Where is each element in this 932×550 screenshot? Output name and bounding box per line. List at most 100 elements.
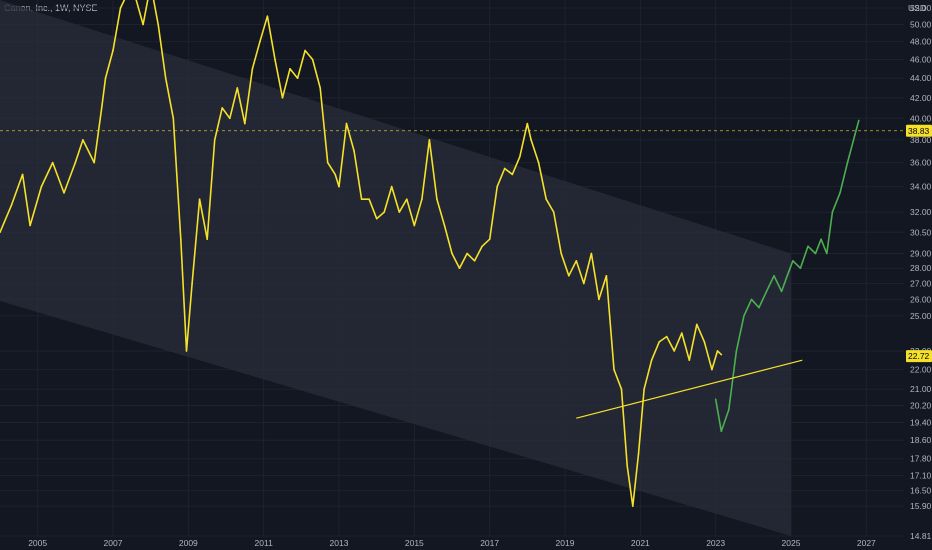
level-price-badge: 38.83 (908, 126, 930, 136)
price-point (620, 388, 623, 391)
price-point (236, 87, 239, 89)
price-point (221, 107, 223, 109)
price-point (632, 505, 634, 507)
price-point (696, 323, 698, 326)
price-point (703, 341, 706, 343)
price-point (780, 290, 783, 293)
price-point (743, 315, 745, 317)
x-tick-label: 2011 (255, 538, 274, 548)
price-point (605, 275, 608, 277)
y-tick-label: 34.00 (910, 182, 932, 192)
price-point (537, 161, 540, 164)
price-point (511, 173, 514, 176)
x-tick-label: 2027 (857, 538, 876, 548)
y-tick-label: 42.00 (910, 93, 932, 103)
y-tick-label: 28.00 (910, 263, 932, 273)
price-point (831, 211, 834, 213)
price-point (296, 77, 299, 79)
price-point (229, 117, 231, 120)
x-tick-label: 2009 (179, 538, 198, 548)
support-trendline (576, 359, 803, 419)
price-point (304, 49, 306, 52)
price-point (568, 275, 570, 277)
channel-area (0, 0, 791, 536)
price-point (436, 198, 438, 200)
price-point (858, 119, 860, 122)
price-point (266, 15, 269, 17)
y-tick-label: 30.50 (910, 227, 932, 237)
price-point (792, 260, 794, 262)
y-tick-label: 19.40 (910, 418, 932, 428)
x-tick-label: 2019 (556, 538, 575, 548)
price-point (552, 211, 555, 213)
price-point (390, 185, 393, 188)
y-tick-label: 15.90 (910, 501, 932, 511)
price-point (714, 398, 717, 401)
price-point (545, 198, 547, 200)
current-price-badge-bg (906, 350, 932, 363)
price-point (814, 252, 817, 255)
price-point (198, 198, 201, 200)
price-point (773, 275, 775, 277)
price-point (213, 139, 216, 141)
regression-channel (0, 0, 791, 536)
price-point (613, 368, 615, 371)
y-tick-label: 27.00 (910, 279, 932, 289)
x-tick-label: 2023 (706, 538, 725, 548)
price-point (658, 341, 660, 343)
price-point (398, 211, 401, 213)
price-point (142, 23, 144, 26)
price-point (82, 139, 84, 141)
price-point (799, 267, 802, 270)
price-point (244, 122, 246, 125)
price-point (93, 161, 95, 164)
y-axis: 14.81 15.90 16.50 17.10 17.80 18.60 19.40 20.20… (906, 3, 932, 541)
price-point (637, 453, 640, 455)
price-point (503, 167, 506, 170)
x-tick-label: 2005 (28, 538, 47, 548)
chart-overlays (0, 130, 904, 419)
price-point (735, 350, 738, 352)
x-tick-label: 2015 (405, 538, 424, 548)
price-point (338, 185, 340, 188)
price-point (119, 7, 122, 9)
currency-label: USD (908, 3, 926, 13)
price-point (598, 298, 600, 301)
price-point (157, 23, 159, 26)
y-tick-label: 16.50 (910, 486, 932, 496)
price-point (530, 139, 532, 141)
y-tick-label: 38.00 (910, 135, 932, 145)
price-point (413, 224, 416, 227)
price-point (0, 231, 1, 234)
price-point (728, 408, 730, 411)
price-point (575, 260, 578, 262)
y-tick-label: 46.00 (910, 55, 932, 65)
price-point (807, 245, 809, 248)
price-point (40, 185, 43, 188)
price-point (112, 49, 114, 52)
y-tick-label: 52.00 (910, 3, 932, 13)
price-point (458, 267, 461, 270)
price-point (473, 260, 476, 262)
price-point (345, 122, 348, 125)
price-point (206, 238, 208, 240)
y-tick-label: 32.00 (910, 207, 932, 217)
price-point (854, 133, 856, 136)
price-point (496, 185, 499, 188)
price-point (74, 161, 77, 164)
y-tick-label: 17.10 (910, 471, 932, 481)
price-point (104, 77, 107, 79)
price-point (21, 173, 24, 176)
price-point (750, 298, 753, 301)
price-point (716, 350, 719, 352)
price-point (51, 161, 54, 164)
price-point (100, 107, 103, 109)
x-tick-label: 2007 (104, 538, 123, 548)
price-point (826, 252, 828, 255)
price-point (481, 245, 483, 248)
price-point (180, 238, 182, 240)
price-point (720, 430, 723, 433)
price-point (451, 252, 453, 255)
price-point (488, 238, 491, 240)
